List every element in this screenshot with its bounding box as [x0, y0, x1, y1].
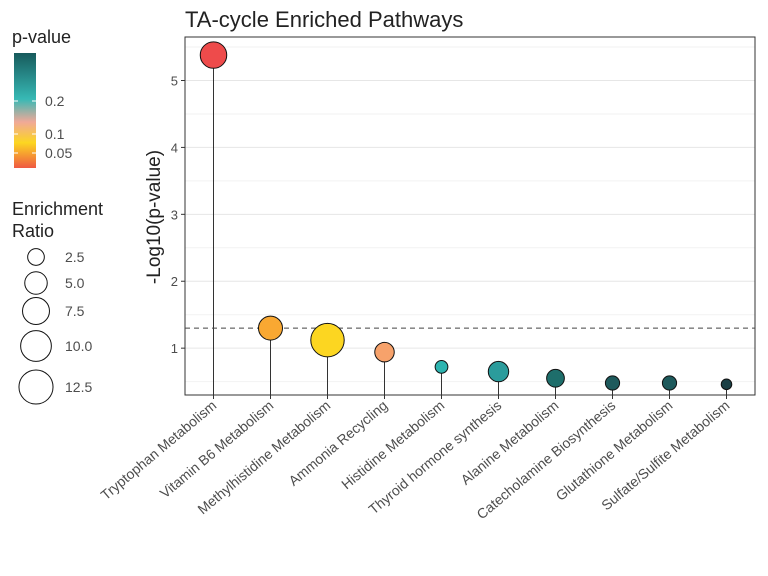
size-legend-title-line1: Enrichment	[12, 199, 103, 219]
color-legend-gradient	[14, 53, 36, 168]
y-tick-label: 1	[171, 341, 178, 356]
size-legend-circle	[27, 248, 45, 266]
data-point	[310, 322, 345, 358]
size-legend-circle	[22, 297, 50, 325]
color-tick-label: 0.1	[45, 126, 65, 142]
color-tick-label: 0.05	[45, 145, 72, 161]
data-point	[546, 368, 565, 388]
chart-title: TA-cycle Enriched Pathways	[185, 7, 463, 32]
data-point	[257, 315, 284, 341]
grid-lines	[185, 46, 755, 383]
size-legend-circle	[20, 330, 52, 362]
y-tick-label: 5	[171, 73, 178, 88]
data-point	[199, 41, 228, 69]
y-axis: 1 2 3 4 5	[171, 73, 185, 356]
data-point	[720, 378, 733, 391]
size-legend-circle	[18, 369, 54, 405]
size-legend: 2.5 5.0 7.5 10.0 12.5	[18, 248, 92, 405]
data-point	[374, 341, 395, 363]
y-tick-label: 2	[171, 274, 178, 289]
data-point	[487, 360, 510, 383]
size-legend-circle	[24, 271, 48, 295]
color-legend-title: p-value	[12, 27, 71, 47]
data-point	[604, 375, 621, 391]
size-legend-label: 12.5	[65, 379, 92, 395]
size-legend-title-line2: Ratio	[12, 221, 54, 241]
x-tick-label: Histidine Metabolism	[338, 397, 447, 492]
size-legend-label: 2.5	[65, 249, 85, 265]
color-legend-ticks: 0.2 0.1 0.05	[14, 93, 72, 161]
lollipop-stems	[213, 55, 727, 395]
data-point	[434, 360, 449, 374]
data-points	[199, 41, 733, 391]
data-point	[661, 375, 678, 391]
y-tick-label: 4	[171, 140, 178, 155]
plot-panel-border	[184, 36, 756, 396]
size-legend-label: 7.5	[65, 303, 85, 319]
y-axis-label: -Log10(p-value)	[144, 150, 165, 284]
y-tick-label: 3	[171, 207, 178, 222]
size-legend-label: 10.0	[65, 338, 92, 354]
x-tick-label: Alanine Metabolism	[458, 397, 562, 488]
x-tick-label: Ammonia Recycling	[285, 397, 390, 489]
size-legend-label: 5.0	[65, 275, 85, 291]
color-tick-label: 0.2	[45, 93, 65, 109]
